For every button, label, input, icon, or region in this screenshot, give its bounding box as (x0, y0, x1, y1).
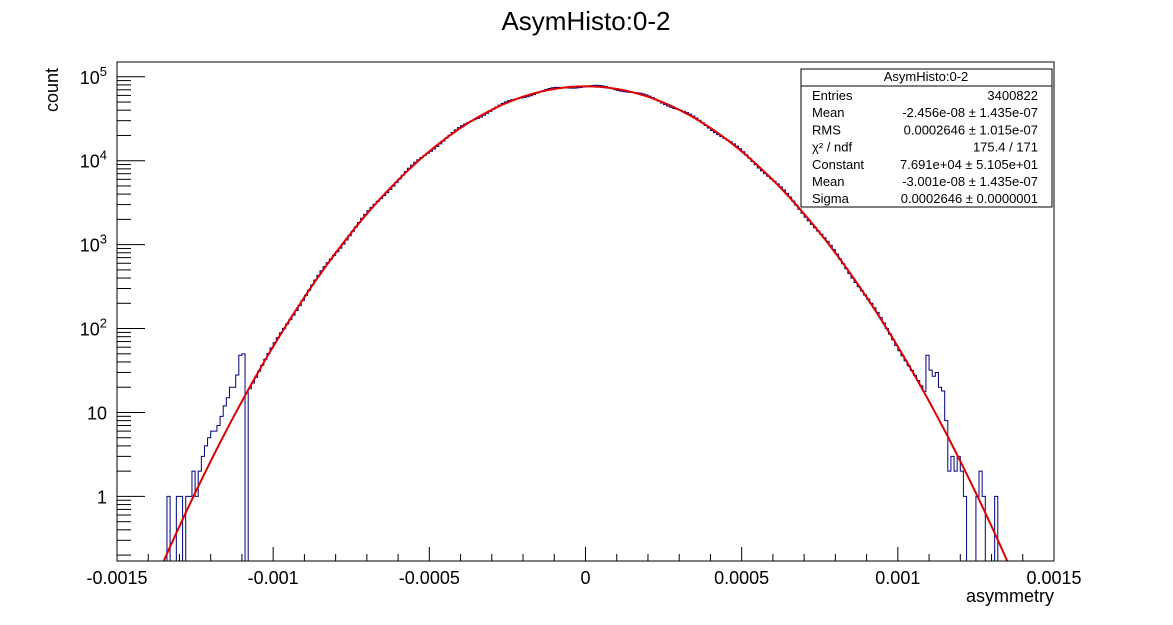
stats-row-label: χ² / ndf (812, 140, 852, 155)
stats-row-value: 3400822 (987, 88, 1038, 103)
stats-row-value: -2.456e-08 ± 1.435e-07 (902, 105, 1038, 120)
y-tick-label: 10 (87, 403, 107, 423)
stats-row-value: 7.691e+04 ± 5.105e+01 (900, 157, 1038, 172)
stats-row-label: Sigma (812, 191, 850, 206)
stats-row-label: Mean (812, 174, 845, 189)
chart-title: AsymHisto:0-2 (501, 6, 670, 36)
x-tick-label: 0.001 (875, 568, 920, 588)
y-tick-label: 105 (80, 64, 107, 88)
y-tick-label: 103 (80, 232, 107, 256)
stats-row-label: Entries (812, 88, 853, 103)
y-tick-labels: 1 10 102 103 104 105 (80, 64, 107, 508)
x-tick-label: 0.0005 (714, 568, 769, 588)
x-tick-label: -0.001 (248, 568, 299, 588)
stats-row-label: RMS (812, 122, 841, 137)
stats-row-label: Mean (812, 105, 845, 120)
stats-box: AsymHisto:0-2 Entries 3400822 Mean -2.456e-… (800, 68, 1053, 208)
x-tick-label: 0 (580, 568, 590, 588)
y-tick-label: 1 (97, 487, 107, 507)
stats-row-value: -3.001e-08 ± 1.435e-07 (902, 174, 1038, 189)
stats-row-value: 0.0002646 ± 1.015e-07 (904, 122, 1038, 137)
y-tick-label: 104 (80, 148, 107, 172)
gaussian-fit-curve (162, 85, 1009, 561)
axes-ticks (116, 76, 1055, 561)
stats-box-title: AsymHisto:0-2 (884, 69, 969, 84)
x-axis-label: asymmetry (966, 586, 1054, 606)
y-axis-label: count (42, 68, 62, 112)
stats-row-label: Constant (812, 157, 864, 172)
x-tick-label: 0.0015 (1026, 568, 1081, 588)
stats-row-value: 175.4 / 171 (973, 140, 1038, 155)
y-tick-label: 102 (80, 316, 107, 340)
plot-frame (116, 61, 1055, 562)
x-tick-labels: -0.0015 -0.001 -0.0005 0 0.0005 0.001 0.0015 (86, 568, 1081, 588)
stats-row-value: 0.0002646 ± 0.0000001 (901, 191, 1038, 206)
x-tick-label: -0.0015 (86, 568, 147, 588)
x-tick-label: -0.0005 (399, 568, 460, 588)
